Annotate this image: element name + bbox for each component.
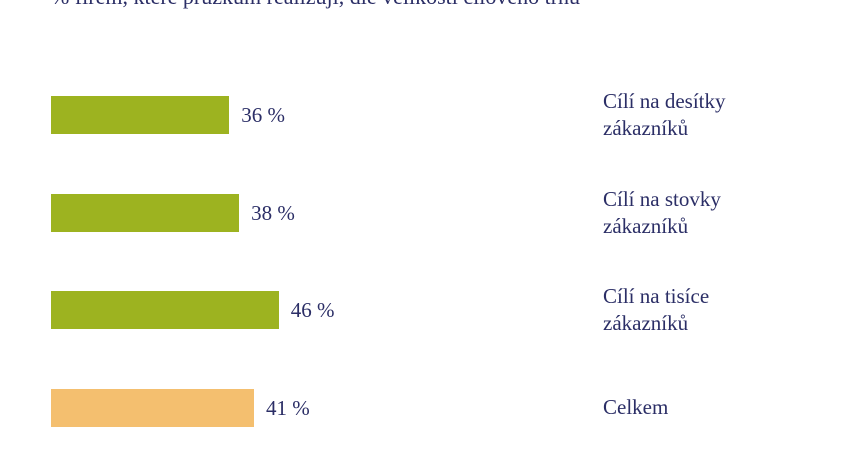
bar: [51, 388, 254, 427]
category-label: Cílí na desítky zákazníků: [603, 89, 726, 140]
value-label: 46 %: [290, 298, 335, 322]
chart-title: % firem, které průzkum realizují, dle ve…: [51, 0, 580, 10]
value-label: 41 %: [265, 395, 310, 420]
value-label: 36 %: [241, 103, 285, 127]
category-label: Cílí na stovky zákazníků: [603, 186, 721, 238]
category-label: Celkem: [603, 395, 669, 419]
category-label: Cílí na tisíce zákazníků: [603, 284, 710, 335]
bar: [51, 291, 279, 329]
bar: [51, 193, 240, 232]
bar: [51, 96, 230, 134]
value-label: 38 %: [251, 200, 295, 225]
